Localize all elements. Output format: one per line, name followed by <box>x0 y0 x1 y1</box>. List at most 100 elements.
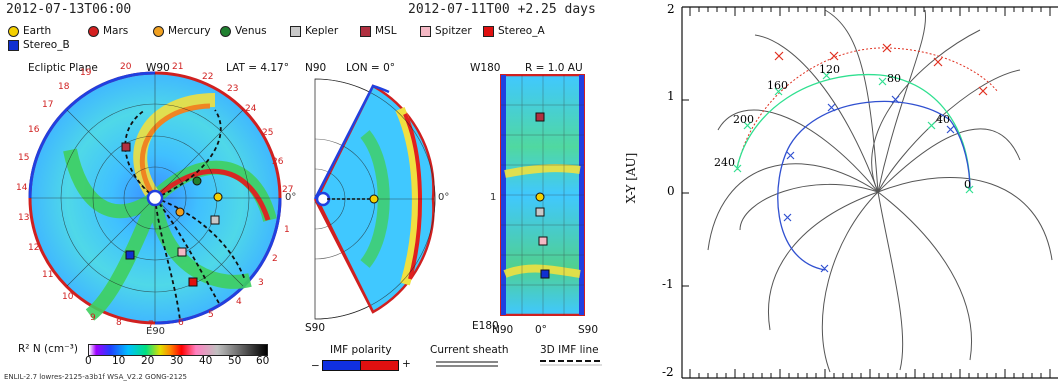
radial-bottom-tick-s90: S90 <box>578 324 599 336</box>
left-timestamp: 2012-07-13T06:00 <box>6 2 132 17</box>
colorbar-ticks: 0 10 20 30 40 50 60 <box>85 355 269 367</box>
xy-label-240: 240 <box>714 156 735 169</box>
carrington-tick: 11 <box>42 270 54 280</box>
ecliptic-plane-panel <box>28 71 282 325</box>
stereo-b-icon <box>8 39 19 51</box>
carrington-tick: 27 <box>282 185 294 195</box>
stereo-b-marker <box>125 250 135 260</box>
colorbar-tick: 10 <box>112 355 126 367</box>
carrington-tick: 17 <box>42 100 54 110</box>
carrington-tick: 14 <box>16 183 28 193</box>
carrington-tick: 7 <box>148 320 154 330</box>
ecliptic-lat: LAT = 4.17° <box>226 62 289 74</box>
msl-marker <box>121 142 131 152</box>
colorbar-tick: 30 <box>170 355 184 367</box>
current-sheath-label: Current sheath <box>430 344 509 356</box>
current-sheath-line <box>436 361 498 363</box>
carrington-tick: 8 <box>116 318 122 328</box>
earth-icon <box>8 25 19 37</box>
xy-label-0: 0 <box>964 178 971 191</box>
stereo-a-icon <box>483 25 494 37</box>
kepler-icon <box>290 25 301 37</box>
mercury-marker <box>175 207 185 217</box>
imf-polarity-bar-blue <box>322 360 361 371</box>
stereo-a-trajectory <box>736 47 999 171</box>
xy-ytick: 2 <box>667 2 675 16</box>
carrington-tick: 24 <box>245 104 257 114</box>
msl-icon <box>360 25 371 37</box>
footer-text: ENLIL-2.7 lowres-2125-a3b1f WSA_V2.2 GON… <box>4 373 187 381</box>
meridional-panel <box>313 78 436 320</box>
spitzer-marker-radial <box>538 236 548 246</box>
legend-item-mars: Mars <box>88 25 128 37</box>
carrington-tick: 10 <box>62 292 74 302</box>
carrington-tick: 26 <box>272 157 284 167</box>
carrington-tick: 5 <box>208 310 214 320</box>
xy-plot <box>681 6 1058 379</box>
stereo-a-marker <box>188 277 198 287</box>
carrington-tick: 6 <box>178 318 184 328</box>
legend-item-kepler: Kepler <box>290 25 338 37</box>
meridional-bottom-label: S90 <box>305 322 326 334</box>
radial-bottom-left: E180 <box>472 320 499 332</box>
colorbar-tick: 40 <box>199 355 213 367</box>
carrington-tick: 18 <box>58 82 70 92</box>
legend-item-spitzer: Spitzer <box>420 25 472 37</box>
carrington-tick: 23 <box>227 84 239 94</box>
colorbar-tick: 0 <box>85 355 92 367</box>
carrington-tick: 21 <box>172 62 184 72</box>
venus-icon <box>220 25 231 37</box>
red-markers <box>774 43 988 96</box>
radial-bottom-tick-n90: N90 <box>492 324 514 336</box>
carrington-tick: 20 <box>120 62 132 72</box>
xy-ytick: 1 <box>667 89 675 103</box>
venus-marker <box>192 176 202 186</box>
legend-item-earth: Earth <box>8 25 51 37</box>
xy-ytick: 0 <box>667 184 675 198</box>
earth-trajectory <box>736 73 971 191</box>
ecliptic-top-label: W90 <box>146 62 170 74</box>
legend-item-mercury: Mercury <box>153 25 211 37</box>
ecliptic-right-label: 0° <box>285 192 297 203</box>
carrington-tick: 13 <box>18 213 30 223</box>
carrington-tick: 19 <box>80 68 92 78</box>
xy-label-160: 160 <box>767 79 788 92</box>
imf-line-sample <box>540 360 602 366</box>
carrington-tick: 4 <box>236 297 242 307</box>
imf-minus: − <box>311 360 320 372</box>
earth-marker-radial <box>535 192 545 202</box>
legend-item-msl: MSL <box>360 25 397 37</box>
xy-label-80: 80 <box>887 72 901 85</box>
xy-ylabel: X-Y [AU] <box>624 152 638 204</box>
carrington-tick: 15 <box>18 153 30 163</box>
green-markers <box>733 71 974 194</box>
carrington-tick: 1 <box>284 225 290 235</box>
radial-panel <box>500 74 585 316</box>
spitzer-icon <box>420 25 431 37</box>
radial-left-tick: 1 <box>490 192 497 203</box>
meridional-right-label: 0° <box>438 192 450 203</box>
xy-label-40: 40 <box>936 113 950 126</box>
ecliptic-bottom-label: E90 <box>146 326 166 337</box>
right-timestamp: 2012-07-11T00 +2.25 days <box>408 2 596 17</box>
blue-markers <box>783 95 955 273</box>
xy-ytick: -1 <box>662 277 674 291</box>
spitzer-marker <box>177 247 187 257</box>
earth-marker <box>213 192 223 202</box>
sun-marker <box>146 189 164 207</box>
msl-marker-radial <box>535 112 545 122</box>
legend-item-stereo-a: Stereo_A <box>483 25 545 37</box>
mars-icon <box>88 25 99 37</box>
mercury-icon <box>153 25 164 37</box>
carrington-tick: 25 <box>262 128 274 138</box>
radial-bottom-tick-0: 0° <box>535 324 547 336</box>
colorbar-tick: 50 <box>228 355 242 367</box>
stereo-b-marker-radial <box>540 269 550 279</box>
legend: Earth Mars Mercury Venus Kepler MSL Spit… <box>8 25 608 57</box>
carrington-tick: 22 <box>202 72 214 82</box>
carrington-tick: 16 <box>28 125 40 135</box>
meridional-top-label: N90 <box>305 62 327 74</box>
carrington-tick: 9 <box>90 313 96 323</box>
xy-ytick: -2 <box>662 365 674 379</box>
imf-polarity-label: IMF polarity <box>330 344 392 356</box>
